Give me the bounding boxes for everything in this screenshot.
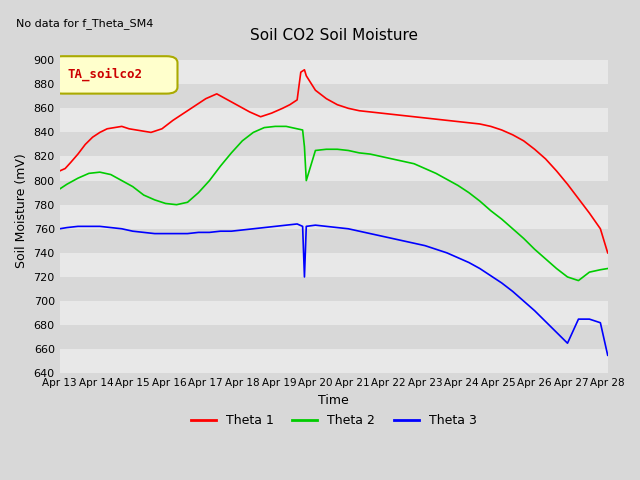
Y-axis label: Soil Moisture (mV): Soil Moisture (mV) [15, 153, 28, 268]
Bar [60, 325, 608, 349]
Legend: Theta 1, Theta 2, Theta 3: Theta 1, Theta 2, Theta 3 [186, 409, 482, 432]
Bar [60, 108, 608, 132]
Bar [60, 204, 608, 229]
Bar [60, 156, 608, 180]
Bar [60, 132, 608, 156]
Bar [60, 349, 608, 373]
Bar [60, 229, 608, 253]
X-axis label: Time: Time [318, 394, 349, 407]
Bar [60, 277, 608, 301]
Bar [60, 253, 608, 277]
Bar [60, 301, 608, 325]
Title: Soil CO2 Soil Moisture: Soil CO2 Soil Moisture [250, 28, 418, 43]
Bar [60, 84, 608, 108]
Text: TA_soilco2: TA_soilco2 [68, 68, 143, 82]
Bar [60, 180, 608, 204]
Bar [60, 60, 608, 84]
FancyBboxPatch shape [51, 56, 177, 94]
Text: No data for f_Theta_SM4: No data for f_Theta_SM4 [16, 18, 153, 29]
